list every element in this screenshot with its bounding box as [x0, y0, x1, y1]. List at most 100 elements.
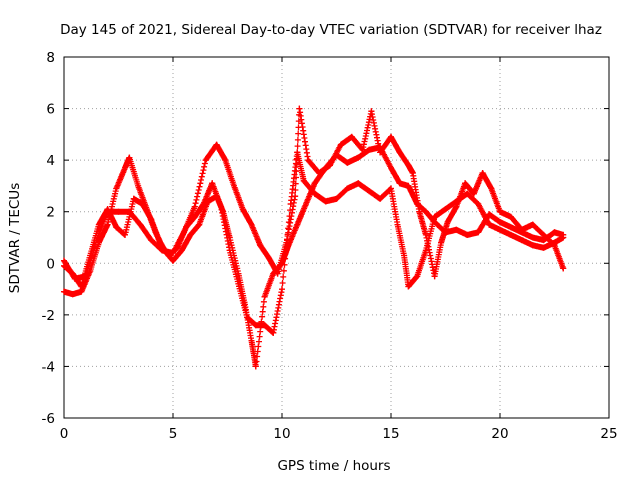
data-point — [316, 170, 323, 176]
data-point — [78, 288, 85, 295]
data-point — [187, 231, 194, 238]
y-tick-label: 2 — [46, 205, 55, 221]
data-point — [475, 201, 482, 207]
data-point — [305, 157, 312, 164]
y-tick-label: -6 — [42, 411, 55, 427]
data-point — [104, 221, 111, 228]
data-point — [540, 231, 547, 238]
x-tick-label: 25 — [600, 426, 617, 442]
data-point — [196, 221, 203, 228]
y-tick-label: -2 — [42, 308, 55, 324]
data-point — [292, 193, 299, 200]
data-point — [337, 141, 344, 148]
data-point — [143, 206, 150, 213]
data-point — [409, 170, 416, 176]
data-point — [470, 190, 477, 197]
data-point — [170, 250, 176, 256]
data-point — [265, 255, 272, 262]
data-point — [61, 257, 67, 264]
data-point — [438, 239, 445, 246]
data-point — [159, 247, 166, 254]
data-point — [148, 237, 155, 244]
data-point — [61, 288, 67, 295]
data-point — [551, 229, 558, 236]
data-point — [488, 185, 495, 192]
data-point — [261, 293, 268, 300]
data-point — [551, 242, 558, 249]
data-point — [71, 275, 78, 282]
plot-frame — [63, 56, 610, 419]
data-point — [82, 273, 89, 280]
data-point — [191, 213, 198, 220]
chart-title: Day 145 of 2021, Sidereal Day-to-day VTE… — [60, 22, 602, 38]
data-point — [248, 337, 255, 344]
data-point — [122, 231, 128, 238]
data-point — [486, 221, 493, 228]
data-point — [355, 154, 362, 161]
data-point — [486, 211, 493, 218]
data-point — [366, 146, 373, 153]
data-point — [248, 221, 255, 228]
data-point — [479, 170, 486, 176]
data-point — [560, 231, 567, 238]
data-point — [283, 239, 290, 246]
data-point — [113, 224, 120, 231]
y-tick-label: 6 — [46, 102, 55, 118]
data-point — [274, 270, 281, 277]
data-point — [213, 141, 220, 148]
data-point — [252, 363, 259, 370]
data-point — [518, 226, 525, 233]
data-point — [130, 195, 137, 202]
data-point — [507, 231, 514, 238]
data-point — [529, 242, 536, 249]
data-point — [303, 201, 309, 207]
data-point — [126, 208, 133, 215]
y-tick-label: -4 — [42, 359, 55, 375]
data-point — [518, 237, 525, 244]
data-point — [348, 133, 355, 140]
x-axis-label: GPS time / hours — [277, 458, 390, 474]
data-point — [261, 322, 268, 329]
data-point — [296, 105, 303, 112]
data-point — [388, 133, 394, 140]
data-point — [226, 234, 233, 241]
data-point — [540, 244, 547, 251]
data-point — [355, 180, 362, 187]
data-point — [431, 219, 438, 225]
data-point — [475, 229, 482, 236]
data-point — [170, 257, 176, 264]
data-point — [414, 273, 421, 280]
data-point — [368, 108, 375, 115]
data-point — [422, 247, 429, 254]
data-point — [213, 193, 220, 200]
data-point — [453, 203, 460, 210]
data-point — [401, 252, 408, 259]
data-point — [507, 224, 514, 231]
data-point — [529, 221, 536, 228]
data-point — [113, 185, 120, 192]
data-point — [270, 329, 277, 336]
data-point — [405, 283, 412, 290]
data-point — [235, 270, 242, 277]
x-tick-label: 0 — [60, 426, 69, 442]
y-tick-label: 0 — [46, 256, 55, 272]
data-point — [322, 198, 329, 205]
data-point — [220, 208, 227, 215]
x-tick-label: 10 — [273, 426, 290, 442]
data-point — [377, 149, 384, 156]
data-point — [327, 162, 333, 169]
data-point — [202, 157, 209, 164]
data-point — [231, 182, 237, 189]
data-point — [422, 208, 429, 215]
data-point — [396, 180, 403, 187]
x-tick-label: 20 — [491, 426, 508, 442]
data-point — [464, 231, 471, 238]
data-point — [497, 226, 503, 233]
data-point — [431, 273, 438, 280]
data-point — [311, 180, 318, 187]
data-point — [257, 242, 264, 249]
data-point — [497, 208, 503, 215]
data-point — [366, 188, 373, 195]
data-point — [394, 221, 401, 228]
